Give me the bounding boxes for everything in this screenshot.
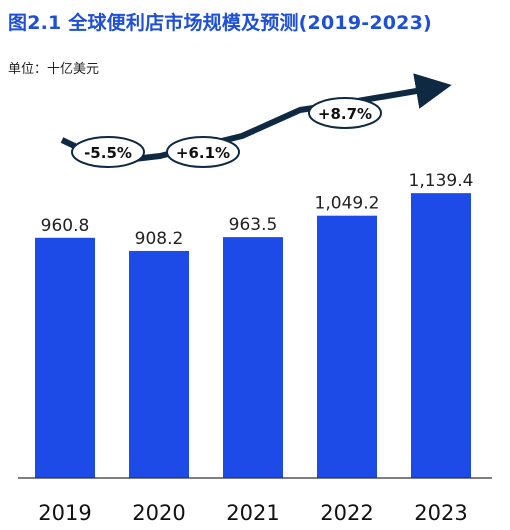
bar-value-label: 960.8 bbox=[41, 216, 90, 236]
x-tick-label: 2019 bbox=[38, 501, 91, 525]
bar-value-label: 1,049.2 bbox=[315, 194, 380, 214]
bar-2023 bbox=[411, 193, 471, 478]
bar-value-label: 908.2 bbox=[135, 229, 184, 249]
bar-2019 bbox=[35, 237, 95, 478]
growth-label: +6.1% bbox=[176, 144, 230, 162]
chart-title: 图2.1 全球便利店市场规模及预测(2019-2023) bbox=[8, 12, 432, 34]
bar-2022 bbox=[317, 215, 377, 478]
x-tick-label: 2022 bbox=[320, 501, 373, 525]
growth-badge-2: +6.1% bbox=[166, 136, 240, 168]
x-tick-label: 2020 bbox=[132, 501, 185, 525]
bar-value-label: 963.5 bbox=[229, 215, 278, 235]
bar-value-label: 1,139.4 bbox=[409, 171, 474, 191]
growth-badge-1: -5.5% bbox=[71, 136, 145, 168]
x-tick-label: 2023 bbox=[414, 501, 467, 525]
bars-layer: 960.8 2019 908.2 2020 963.5 2021 1,049.2 2022 1,… bbox=[35, 171, 473, 525]
bar-2020 bbox=[129, 250, 189, 478]
growth-label: -5.5% bbox=[84, 144, 132, 162]
growth-label: +8.7% bbox=[318, 105, 372, 123]
bar-2021 bbox=[223, 237, 283, 478]
growth-badge-3: +8.7% bbox=[308, 97, 382, 129]
unit-label: 单位：十亿美元 bbox=[8, 62, 100, 77]
x-tick-label: 2021 bbox=[226, 501, 279, 525]
